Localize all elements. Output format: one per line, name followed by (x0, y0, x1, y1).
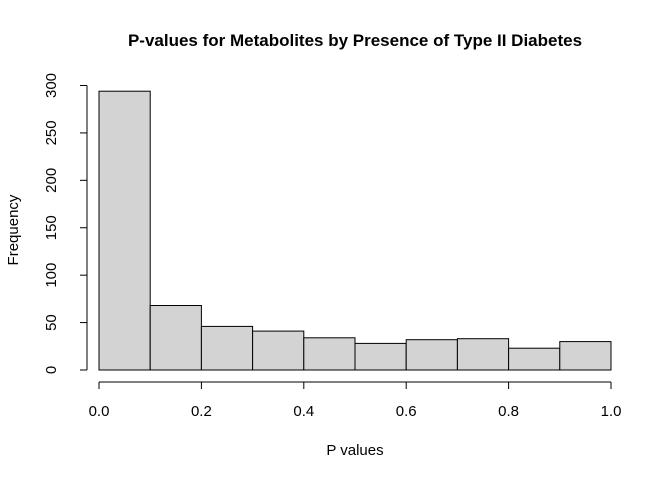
y-tick-label: 250 (43, 120, 60, 145)
y-tick-label: 0 (43, 366, 60, 374)
x-tick-label: 0.2 (191, 403, 212, 420)
histogram-bar (559, 341, 612, 371)
y-axis: 0 50 100 150 200 250 300 (43, 73, 88, 374)
x-tick-label: 0.6 (396, 403, 417, 420)
bars-group (98, 90, 612, 371)
x-tick-label: 0.0 (89, 403, 110, 420)
histogram-bar (354, 342, 407, 371)
y-axis-label: Frequency (5, 194, 22, 265)
y-tick-label: 200 (43, 168, 60, 193)
x-tick-label: 0.4 (293, 403, 314, 420)
histogram-bar (303, 337, 356, 371)
histogram-bar (405, 339, 458, 371)
x-axis-label: P values (326, 442, 383, 459)
histogram-bar (508, 347, 561, 371)
histogram-bar (200, 325, 254, 371)
y-tick-label: 300 (43, 73, 60, 98)
histogram-bar (252, 330, 305, 371)
x-tick-label: 1.0 (601, 403, 622, 420)
histogram-bar (98, 90, 151, 371)
x-axis: 0.0 0.2 0.4 0.6 0.8 1.0 (89, 381, 622, 420)
y-tick-label: 50 (43, 314, 60, 331)
histogram-bar (149, 305, 202, 371)
histogram-bar (456, 338, 510, 371)
x-tick-label: 0.8 (498, 403, 519, 420)
y-tick-label: 100 (43, 263, 60, 288)
y-tick-label: 150 (43, 215, 60, 240)
chart-title: P-values for Metabolites by Presence of … (128, 31, 582, 50)
